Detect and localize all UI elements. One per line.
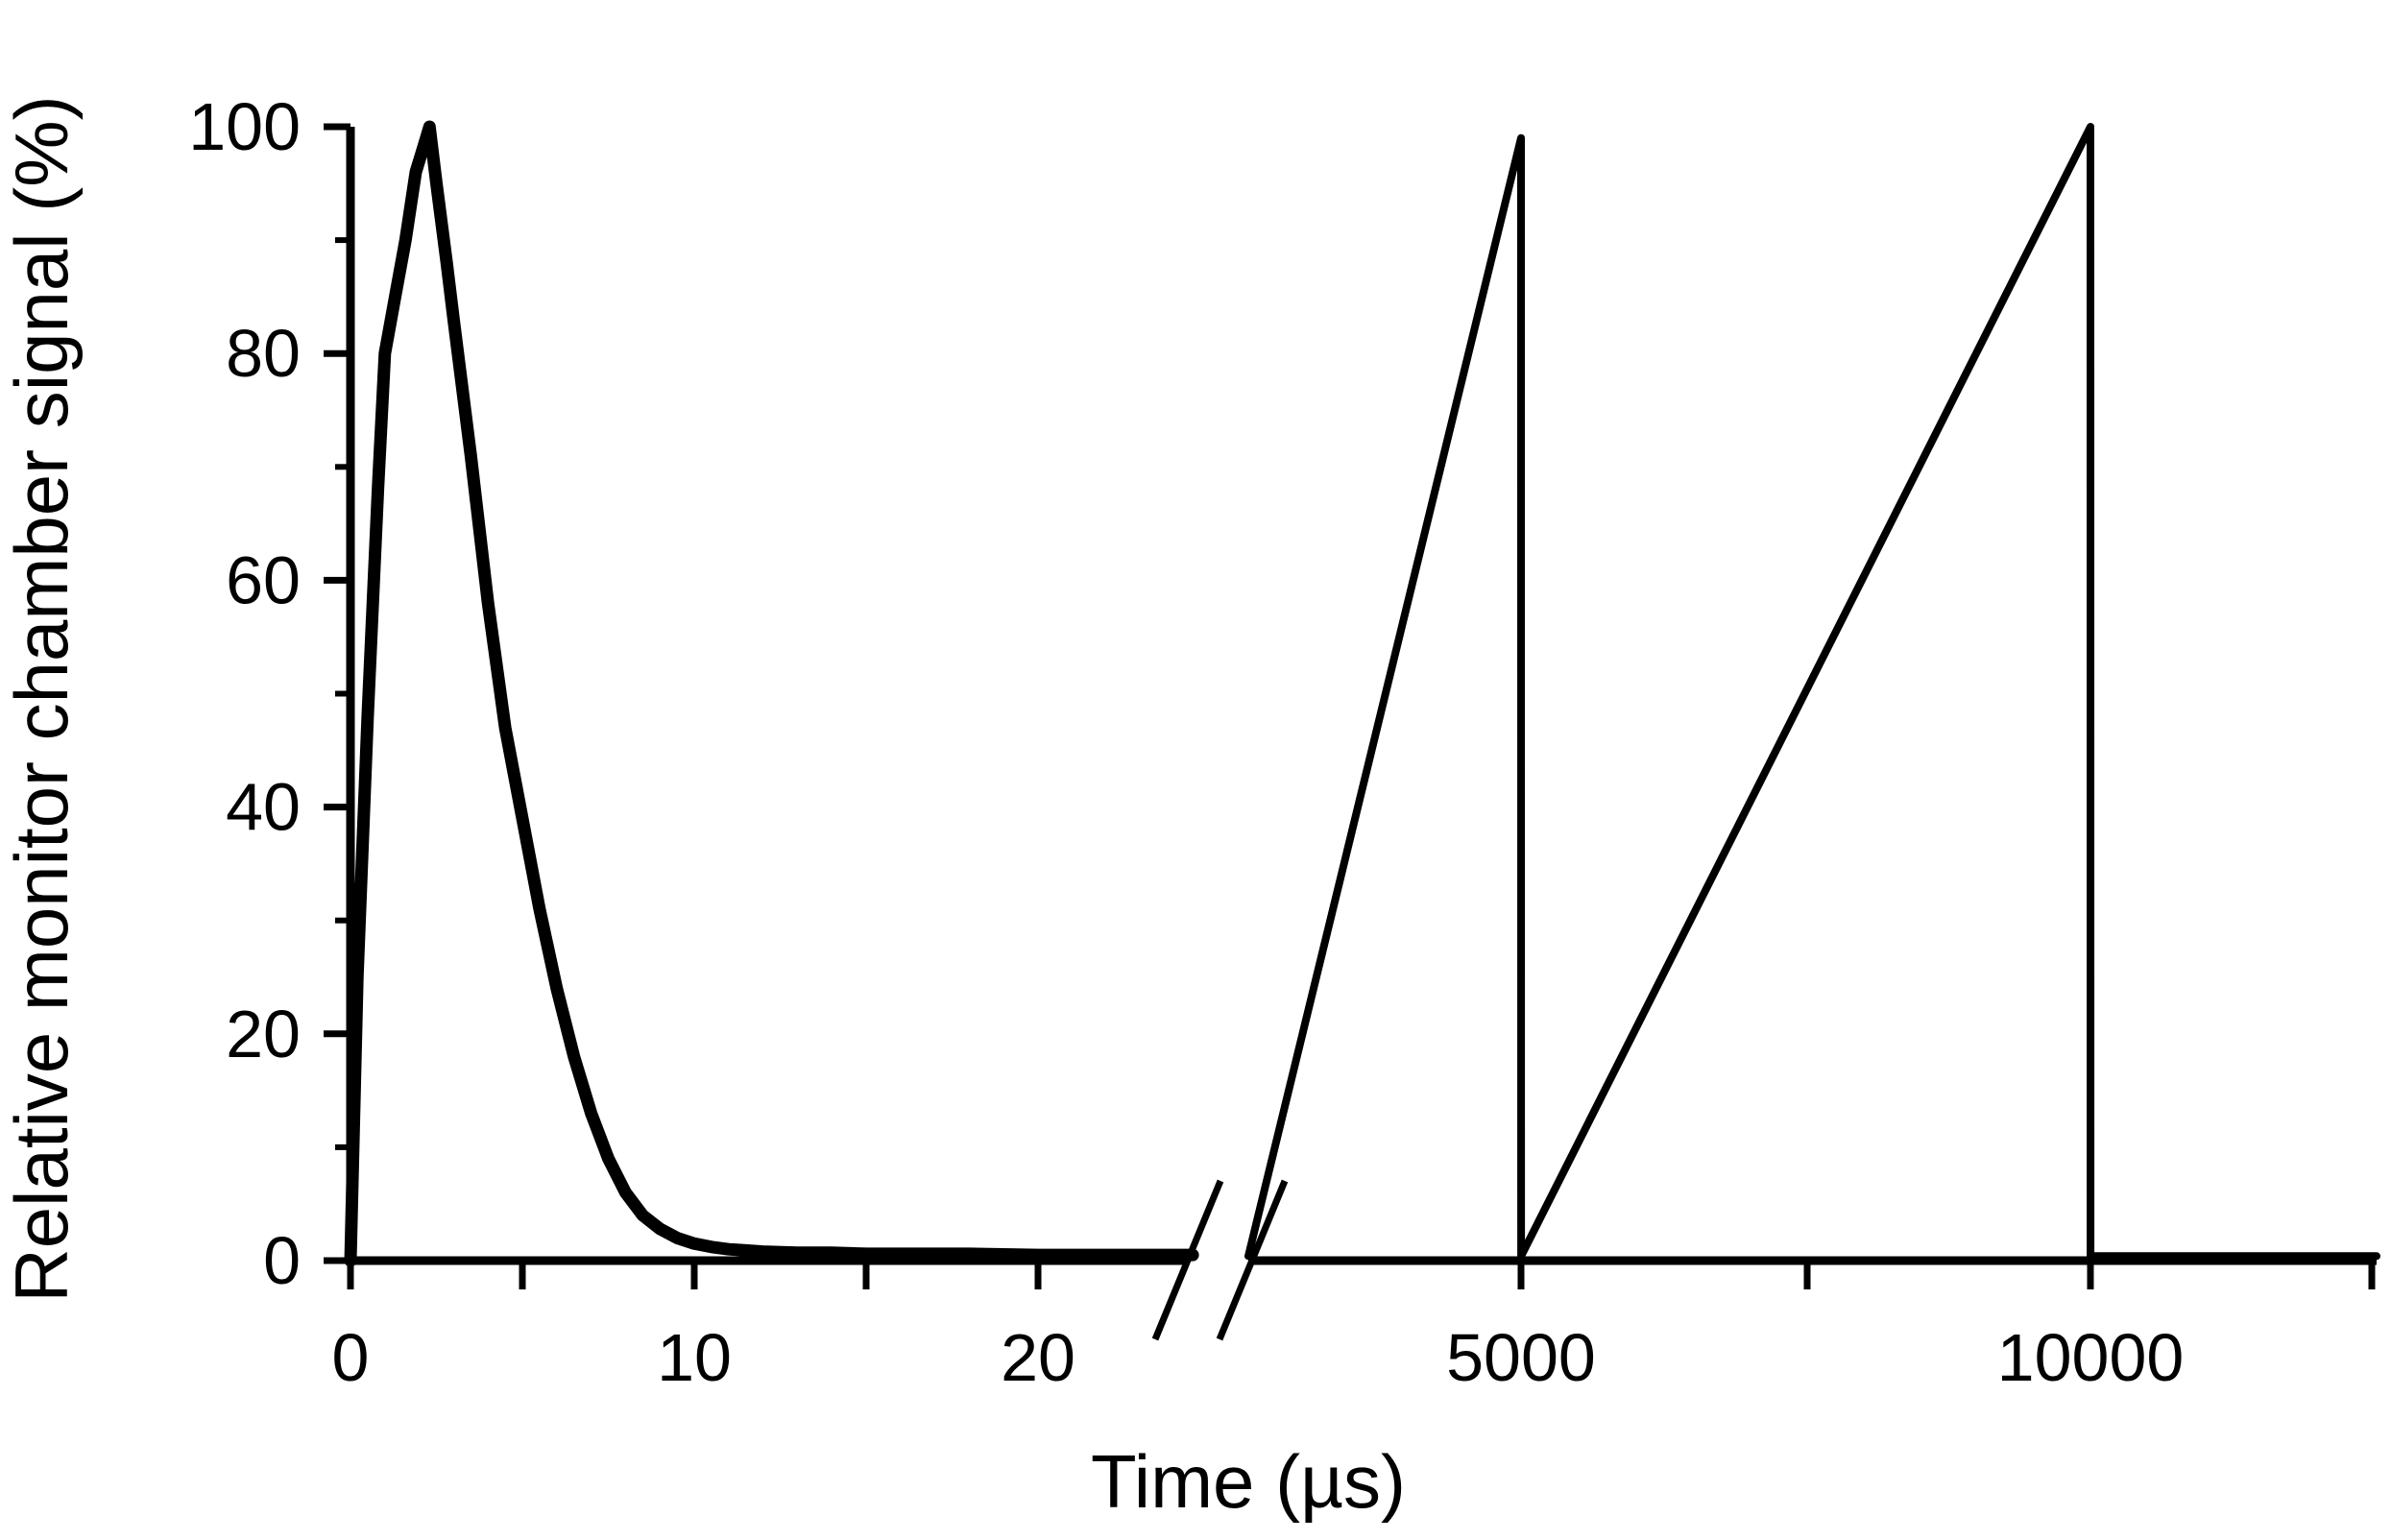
y-tick-label: 80 — [226, 316, 301, 391]
tick-labels: 0 20 40 60 80 100 0 10 20 5000 10000 — [188, 89, 2184, 1395]
x-tick-label: 0 — [332, 1320, 370, 1395]
pulse-curve — [344, 120, 1199, 1267]
y-tick-label: 20 — [226, 997, 301, 1071]
y-tick-label: 60 — [226, 542, 301, 617]
x-tick-label: 10000 — [1997, 1320, 2185, 1395]
y-tick-label: 100 — [188, 89, 301, 164]
x-tick-label: 5000 — [1446, 1320, 1596, 1395]
y-tick-label: 0 — [263, 1223, 301, 1298]
y-tick-label: 40 — [226, 770, 301, 845]
x-axis-title: Time (µs) — [1091, 1439, 1406, 1524]
x-tick-label: 10 — [657, 1320, 732, 1395]
baseline-spikes-curve — [1244, 123, 2380, 1261]
axes — [324, 123, 2377, 1341]
y-axis-title: Relative monitor chamber signal (%) — [0, 95, 84, 1302]
axis-break-mark — [1216, 1179, 1289, 1341]
plot-area — [344, 120, 2380, 1267]
x-tick-label: 20 — [1001, 1320, 1075, 1395]
